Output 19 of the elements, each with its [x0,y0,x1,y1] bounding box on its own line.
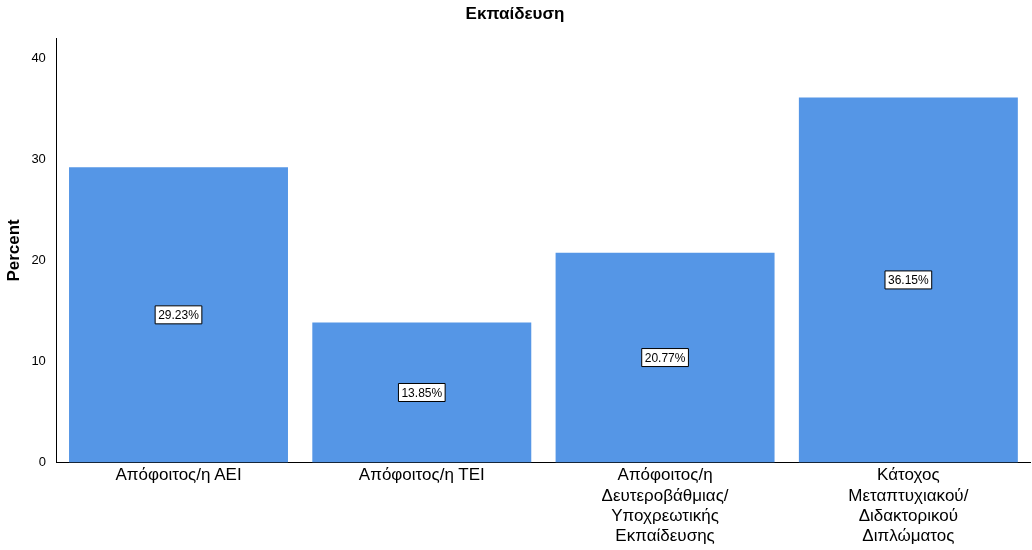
bar [312,322,532,463]
x-tick-label: Απόφοιτος/η ΑΕΙ [115,465,242,485]
y-tick-label: 10 [31,353,46,369]
data-label: 20.77% [644,350,686,365]
y-tick-label: 0 [38,453,46,469]
x-tick-label: Κάτοχος Μεταπτυχιακού/ Διδακτορικού Διπλώματος [848,465,969,546]
bar [69,167,288,463]
chart-title: Εκπαίδευση [465,3,565,23]
y-tick-label: 40 [31,50,46,66]
data-label: 29.23% [158,308,200,323]
data-label: 13.85% [401,385,443,400]
y-tick-label: 30 [31,151,46,167]
data-label: 36.15% [888,273,930,288]
bar [798,97,1018,463]
x-tick-label: Απόφοιτος/η Δευτεροβάθμιας/ Υποχρεωτικής Εκπαίδευσης [601,465,729,546]
y-axis-title: Percent [3,218,23,282]
y-tick-label: 20 [31,252,46,268]
bar [555,252,775,463]
x-tick-label: Απόφοιτος/η ΤΕΙ [358,465,485,485]
